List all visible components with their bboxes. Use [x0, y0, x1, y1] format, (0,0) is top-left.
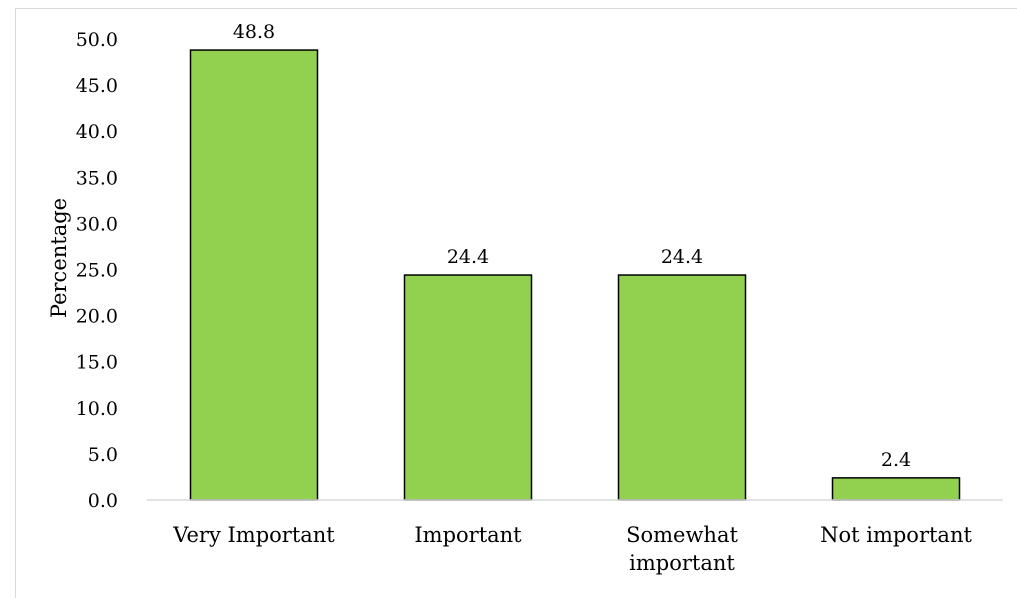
y-tick-label: 35.0	[76, 167, 118, 189]
bar	[403, 274, 533, 501]
bar-value-label: 24.4	[661, 246, 703, 268]
bar	[831, 477, 961, 501]
bar	[189, 49, 319, 501]
category-label: Very Important	[172, 523, 335, 547]
y-tick-label: 10.0	[76, 398, 118, 420]
category-labels-group: Very Important Important Somewhat important…	[172, 523, 972, 575]
category-label: Important	[414, 523, 522, 547]
bar-value-label: 48.8	[233, 21, 275, 43]
y-axis-ticks: 0.0 5.0 10.0 15.0 20.0 25.0 30.0 35.0 40.0 45.0 50…	[76, 29, 118, 512]
bars-group	[189, 49, 961, 501]
data-labels-group: 48.8 24.4 24.4 2.4	[233, 21, 911, 471]
category-label: Somewhat	[626, 523, 738, 547]
y-tick-label: 0.0	[88, 490, 118, 512]
y-axis-title: Percentage	[47, 198, 71, 318]
y-tick-label: 30.0	[76, 213, 118, 235]
category-label: Not important	[820, 523, 972, 547]
y-tick-label: 5.0	[88, 444, 118, 466]
y-tick-label: 40.0	[76, 121, 118, 143]
y-tick-label: 45.0	[76, 75, 118, 97]
y-tick-label: 20.0	[76, 306, 118, 328]
bar-value-label: 24.4	[447, 246, 489, 268]
bar-value-label: 2.4	[881, 449, 911, 471]
bar	[617, 274, 747, 501]
category-label: important	[629, 551, 735, 575]
y-tick-label: 15.0	[76, 352, 118, 374]
y-tick-label: 50.0	[76, 29, 118, 51]
chart-frame	[15, 8, 1017, 598]
y-tick-label: 25.0	[76, 260, 118, 282]
